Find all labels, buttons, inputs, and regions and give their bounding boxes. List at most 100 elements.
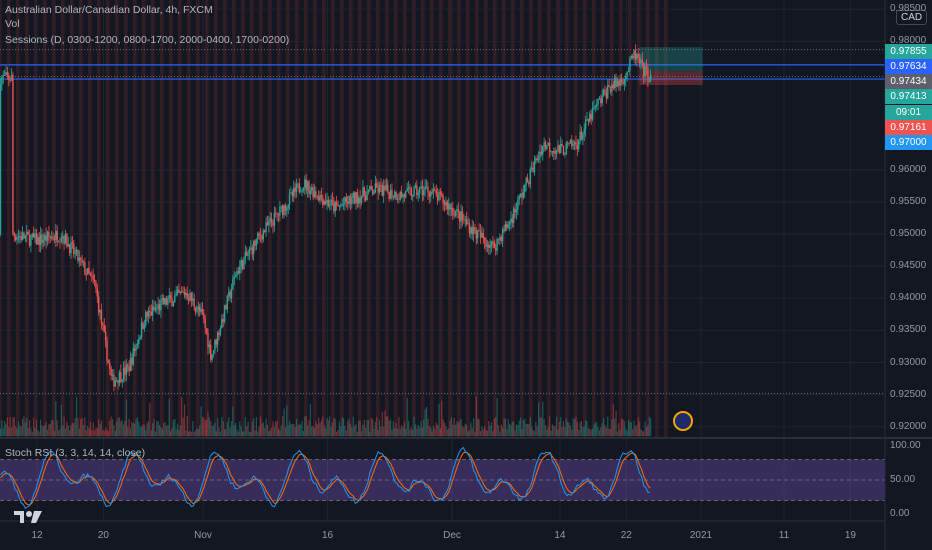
candle-body [156,308,158,309]
volume-bar [253,418,255,436]
candle-body [111,374,114,376]
volume-bar [323,425,325,436]
candle-body [418,187,421,194]
stop-box[interactable] [639,71,703,86]
sessions-legend[interactable]: Sessions (D, 0300-1200, 0800-1700, 2000-… [5,34,290,46]
volume-legend[interactable]: Vol [5,18,20,30]
volume-bar [15,426,17,436]
volume-bar [205,419,208,436]
candle-body [601,95,603,104]
session-stripe [259,0,263,438]
volume-bar [283,408,285,436]
candle-body [132,348,134,365]
candle-body [250,247,252,249]
session-stripe [250,0,254,438]
volume-bar [276,420,278,436]
volume-bar [201,416,204,436]
candle-body [598,98,601,100]
candle-body [120,372,122,382]
candle-body [92,275,94,280]
volume-bar [196,428,198,436]
candle-body [333,201,335,212]
candle-body [472,227,475,235]
flag-icon[interactable] [673,411,693,431]
candle-body [611,84,613,92]
target-box[interactable] [639,47,703,72]
volume-bar [352,416,354,436]
volume-bar [369,431,371,436]
volume-bar [41,425,43,436]
volume-bar [16,428,18,436]
volume-bar [392,421,394,436]
candle-body [71,242,74,244]
candle-body [544,142,547,149]
candle-body [558,145,561,154]
candle-body [80,257,82,259]
candle-body [594,105,597,108]
candle-body [589,113,591,122]
volume-bar [287,425,289,436]
volume-bar [232,406,234,436]
volume-bar [275,421,277,436]
volume-bar [235,423,237,436]
candle-body [436,194,439,201]
volume-bar [387,416,389,436]
candle-body [1,77,3,86]
volume-bar [549,416,551,436]
candle-body [445,201,447,206]
volume-bar [221,416,223,436]
candle-body [201,309,204,314]
volume-bar [627,419,630,436]
candle-body [566,142,569,144]
volume-bar [20,426,22,436]
candle-body [342,204,345,206]
volume-bar [132,423,134,436]
currency-badge[interactable]: CAD [896,10,928,25]
candle-body [398,198,400,200]
candle-body [382,185,385,196]
volume-bar [540,417,542,436]
volume-bar [228,416,230,436]
candle-body [68,244,71,254]
volume-bar [489,425,491,436]
volume-bar [175,429,177,436]
candle-body [272,222,274,226]
session-stripe [151,0,155,438]
session-stripe [241,0,245,438]
stoch-rsi-legend[interactable]: Stoch RSI (3, 3, 14, 14, close) [5,447,146,459]
candle-body [138,339,140,345]
volume-bar [145,430,147,436]
volume-bar [297,425,299,436]
session-stripe [304,0,308,438]
candle-body [49,236,51,238]
candle-body [616,80,619,87]
time-tick-label: 20 [97,530,109,541]
volume-bar [585,420,587,436]
volume-bar [284,427,287,436]
candle-body [647,68,649,82]
volume-bar [381,411,383,436]
candle-body [39,234,42,246]
volume-bar [81,418,83,436]
volume-bar [358,420,360,436]
session-stripe [484,0,488,438]
volume-bar [28,420,31,436]
volume-bar [521,429,523,436]
volume-bar [633,420,635,436]
volume-bar [438,403,440,436]
volume-bar [459,420,461,436]
candle-body [160,300,162,311]
volume-bar [320,420,323,436]
candle-body [161,298,164,301]
volume-bar [22,418,24,436]
candle-body [457,209,460,212]
session-stripe [601,0,605,438]
candle-body [387,184,389,193]
volume-bar [305,416,307,436]
volume-bar [179,425,181,436]
volume-bar [525,423,527,436]
volume-bar [572,418,574,436]
candle-body [295,184,298,192]
candle-body [576,145,579,149]
